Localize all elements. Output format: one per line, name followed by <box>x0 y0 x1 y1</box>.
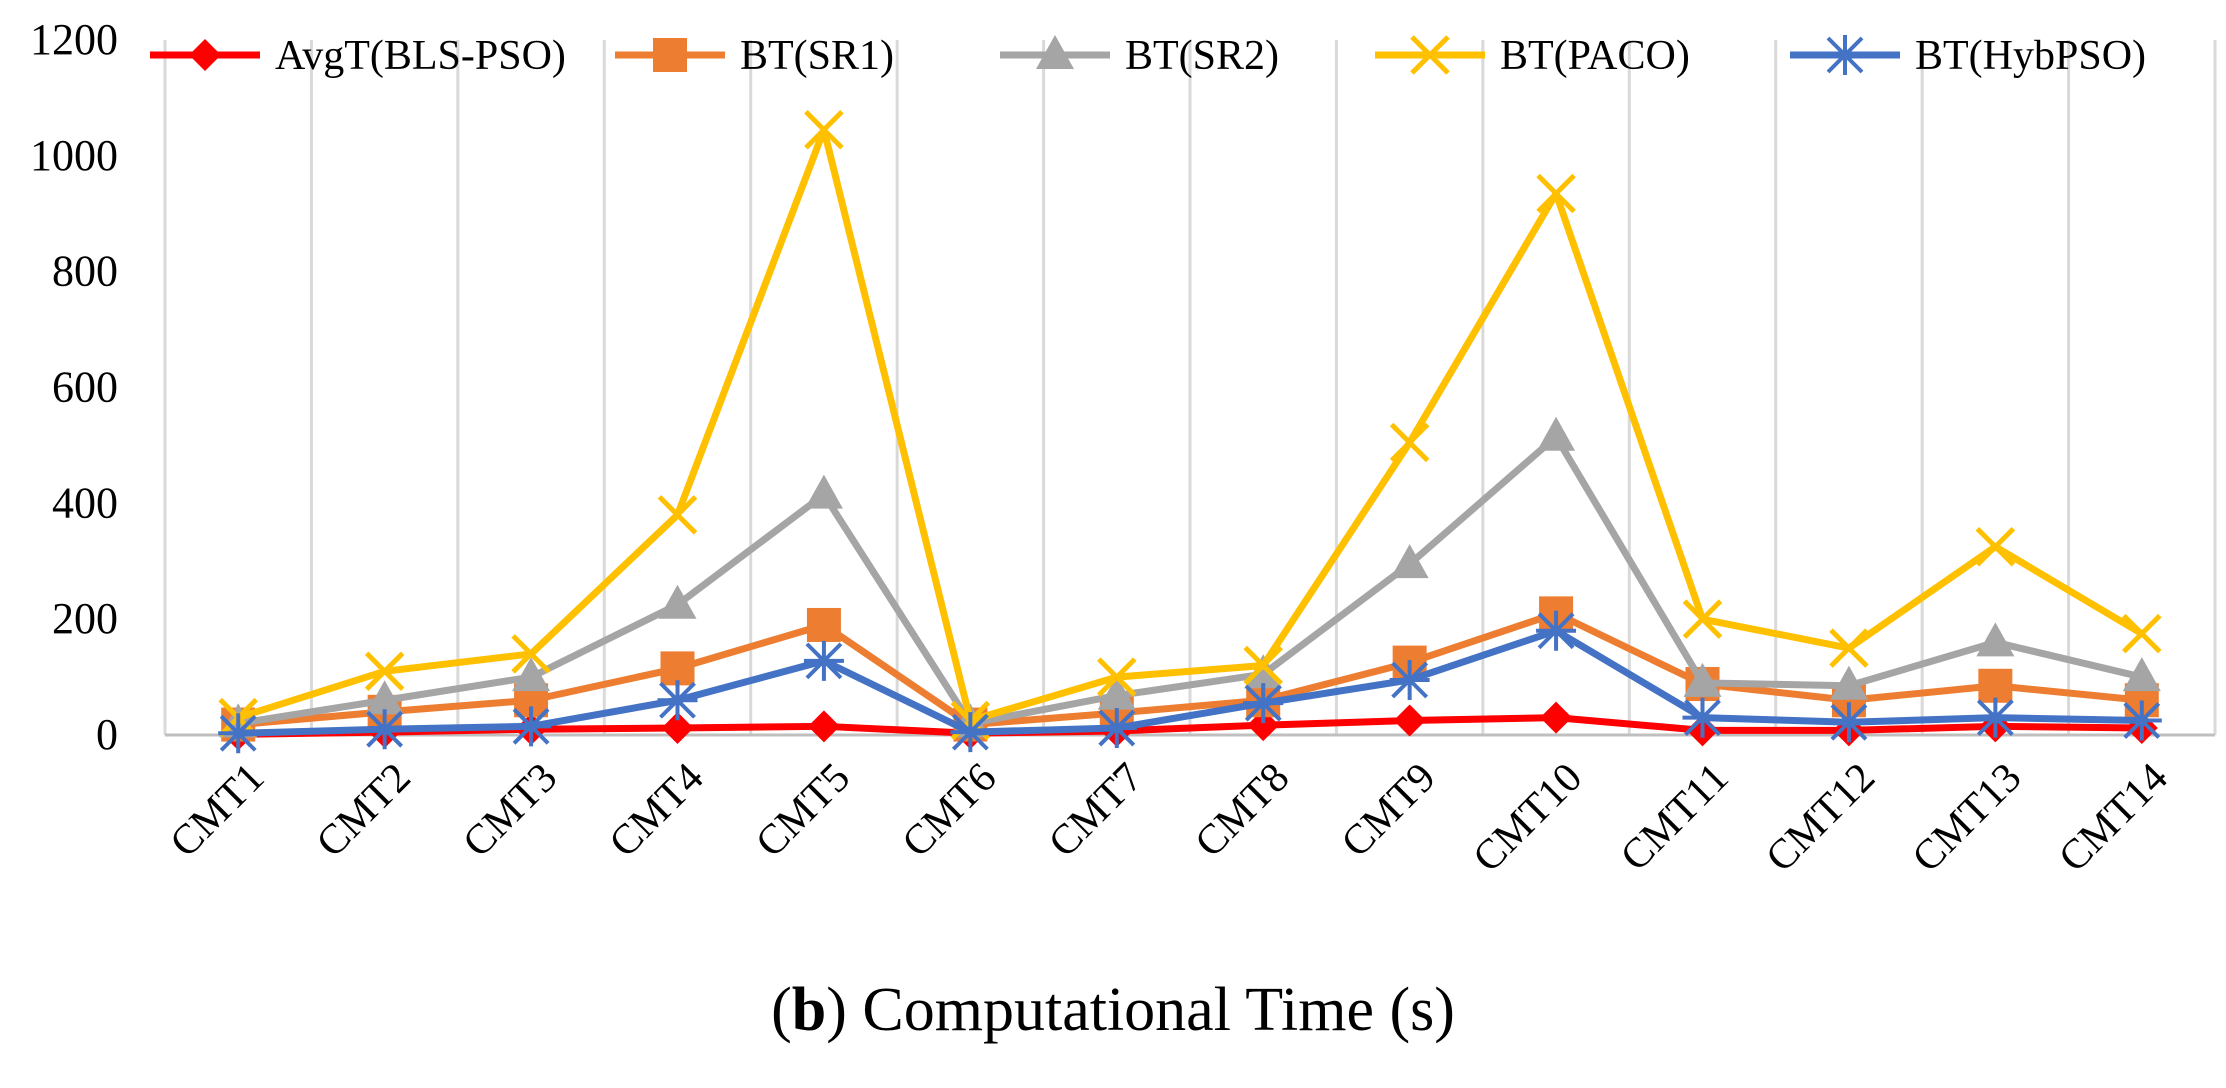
legend-item-bt-paco: BT(PACO) <box>1375 33 1690 79</box>
data-point-bt-hybpso <box>2121 700 2162 741</box>
data-point-bt-hybpso <box>1243 683 1284 724</box>
x-tick-label: CMT1 <box>162 755 274 867</box>
series-line-bt-paco <box>237 126 2144 725</box>
data-point-bt-hybpso <box>511 706 552 747</box>
data-point-bt-sr2 <box>1683 662 1722 697</box>
data-point-bt-paco <box>804 110 844 150</box>
data-point-bt-sr2 <box>2122 657 2161 692</box>
legend-item-bt-sr1: BT(SR1) <box>615 33 894 79</box>
x-tick-label: CMT11 <box>1612 755 1737 880</box>
x-tick-label: CMT13 <box>1904 755 2031 882</box>
data-point-bt-sr2 <box>1976 622 2015 657</box>
legend-marker <box>1036 35 1074 69</box>
caption-text: Computational Time (s) <box>862 976 1455 1044</box>
y-tick-label: 800 <box>52 247 118 296</box>
legend-item-bt-sr2: BT(SR2) <box>1000 33 1279 79</box>
axis-layer: 0 200 400 600 800 1000 1200 CMT1 CMT2 CMT3 CMT4 CMT… <box>30 15 2215 881</box>
y-tick-label: 200 <box>52 594 118 643</box>
legend-item-avgt-bls-pso: AvgT(BLS-PSO) <box>150 33 566 79</box>
legend-marker <box>189 39 221 71</box>
data-point-bt-paco <box>1829 628 1869 668</box>
data-point-bt-hybpso <box>803 640 844 681</box>
data-point-bt-paco <box>511 634 551 674</box>
series-bt-hybpso <box>218 610 2162 754</box>
data-point-bt-hybpso <box>1975 697 2016 738</box>
series-line-bt-sr1 <box>237 609 2143 729</box>
data-point-bt-paco <box>364 651 405 692</box>
legend-marker <box>1410 35 1450 75</box>
y-tick-label: 400 <box>52 478 118 527</box>
legend-label: AvgT(BLS-PSO) <box>275 33 566 79</box>
x-tick-label: CMT4 <box>601 755 713 867</box>
data-point-bt-hybpso <box>1096 708 1137 749</box>
grid-layer <box>163 40 2217 735</box>
data-point-bt-hybpso <box>1828 702 1869 743</box>
data-point-bt-paco <box>1097 657 1137 697</box>
data-point-bt-sr2 <box>1829 665 1868 700</box>
data-point-avgt-bls-pso <box>1393 704 1426 737</box>
series-layer <box>218 110 2162 754</box>
data-point-bt-hybpso <box>1536 610 1577 651</box>
caption-label: b <box>791 976 827 1044</box>
data-point-bt-sr2 <box>365 680 404 715</box>
data-point-bt-paco <box>1682 599 1723 639</box>
legend-label: BT(PACO) <box>1500 33 1690 79</box>
data-point-avgt-bls-pso <box>1540 701 1573 734</box>
data-point-bt-paco <box>2122 613 2162 654</box>
data-point-bt-paco <box>1389 422 1430 463</box>
y-tick-label: 0 <box>96 710 118 759</box>
data-point-bt-hybpso <box>950 712 991 753</box>
data-point-bt-sr2 <box>512 657 551 692</box>
legend-marker <box>653 38 687 72</box>
chart-caption: (b) Computational Time (s) <box>771 976 1455 1044</box>
legend-item-bt-hybpso: BT(HybPSO) <box>1790 33 2146 79</box>
data-point-bt-sr2 <box>658 584 697 619</box>
data-point-bt-hybpso <box>218 713 259 754</box>
x-tick-label: CMT2 <box>308 755 420 867</box>
data-point-bt-sr1 <box>806 607 841 642</box>
legend-label: BT(HybPSO) <box>1915 33 2146 79</box>
legend: AvgT(BLS-PSO) BT(SR1) BT(SR2) BT(PACO) BT(Hy… <box>150 33 2146 79</box>
series-bt-sr2 <box>219 416 2161 738</box>
series-line-avgt-bls-pso <box>238 714 2142 738</box>
data-point-bt-sr1 <box>1978 668 2013 703</box>
data-point-bt-sr1 <box>660 651 695 686</box>
data-point-bt-paco <box>1975 527 2016 567</box>
x-tick-label: CMT14 <box>2050 755 2177 882</box>
data-point-avgt-bls-pso <box>661 712 694 745</box>
data-point-bt-sr2 <box>1097 675 1136 710</box>
x-tick-label: CMT7 <box>1040 755 1152 867</box>
legend-marker <box>1825 35 1865 75</box>
x-tick-label: CMT8 <box>1187 755 1299 867</box>
data-point-bt-sr2 <box>1244 654 1283 689</box>
data-point-avgt-bls-pso <box>807 710 840 743</box>
data-point-bt-paco <box>1243 645 1283 686</box>
series-line-bt-sr2 <box>237 433 2143 727</box>
x-tick-label: CMT5 <box>747 755 859 867</box>
x-tick-label: CMT6 <box>894 755 1006 867</box>
data-point-bt-sr2 <box>1537 416 1576 451</box>
data-point-bt-hybpso <box>1389 659 1430 700</box>
data-point-bt-sr2 <box>804 474 843 509</box>
x-tick-label: CMT12 <box>1757 755 1884 882</box>
legend-label: BT(SR2) <box>1125 33 1279 79</box>
x-tick-label: CMT9 <box>1333 755 1445 867</box>
series-line-bt-hybpso <box>238 627 2142 737</box>
data-point-bt-paco <box>1536 173 1576 214</box>
legend-label: BT(SR1) <box>740 33 894 79</box>
series-bt-paco <box>218 110 2162 741</box>
data-point-bt-paco <box>657 495 698 535</box>
x-tick-label: CMT10 <box>1465 755 1592 882</box>
y-tick-label: 1000 <box>30 131 118 180</box>
data-point-bt-hybpso <box>657 680 698 721</box>
y-tick-label: 1200 <box>30 15 118 64</box>
data-point-bt-hybpso <box>364 709 405 750</box>
x-tick-label: CMT3 <box>454 755 566 867</box>
data-point-bt-sr2 <box>1390 544 1429 579</box>
y-tick-label: 600 <box>52 363 118 412</box>
data-point-bt-hybpso <box>1682 697 1723 738</box>
